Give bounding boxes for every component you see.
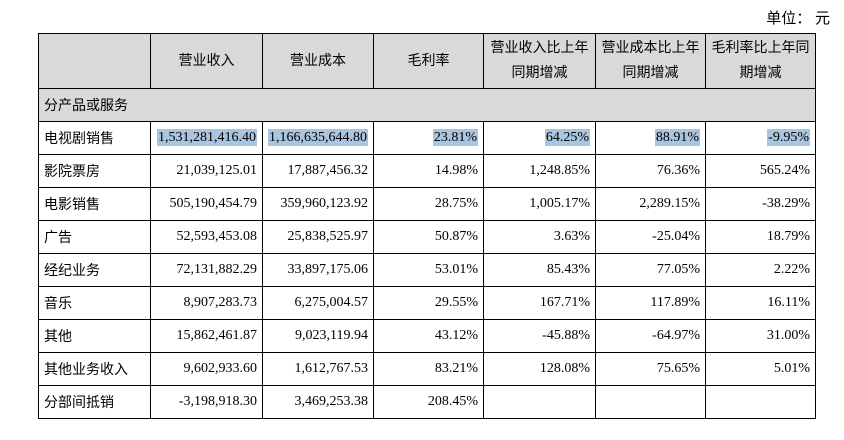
table-row: 电影销售 505,190,454.79 359,960,123.92 28.75… [38, 187, 816, 221]
segment-revenue-table: 营业收入 营业成本 毛利率 营业收入比上年同期增减 营业成本比上年同期增减 毛利… [38, 33, 816, 419]
cell-revenue: 15,862,461.87 [150, 319, 263, 353]
cell-revenue: -3,198,918.30 [150, 385, 263, 419]
cell-cost: 25,838,525.97 [262, 220, 374, 254]
cell-cost: 17,887,456.32 [262, 154, 374, 188]
cell-cost: 3,469,253.38 [262, 385, 374, 419]
cell-margin: 50.87% [373, 220, 484, 254]
cell-margin-yoy: 565.24% [705, 154, 816, 188]
cell-cost-yoy: -25.04% [595, 220, 706, 254]
table-row: 分部间抵销 -3,198,918.30 3,469,253.38 208.45% [38, 385, 816, 419]
cell-category: 其他业务收入 [38, 352, 151, 386]
cell-revenue-yoy: 3.63% [483, 220, 596, 254]
cell-cost-yoy: 117.89% [595, 286, 706, 320]
cell-cost-yoy: 76.36% [595, 154, 706, 188]
table-row: 电视剧销售 1,531,281,416.40 1,166,635,644.80 … [38, 121, 816, 155]
header-revenue-yoy: 营业收入比上年同期增减 [483, 33, 596, 89]
cell-revenue-yoy [483, 385, 596, 419]
cell-revenue-yoy: 128.08% [483, 352, 596, 386]
section-header-label: 分产品或服务 [38, 88, 816, 122]
cell-margin: 14.98% [373, 154, 484, 188]
cell-revenue: 52,593,453.08 [150, 220, 263, 254]
cell-cost: 33,897,175.06 [262, 253, 374, 287]
cell-revenue: 72,131,882.29 [150, 253, 263, 287]
cell-category: 电影销售 [38, 187, 151, 221]
cell-margin-yoy: 31.00% [705, 319, 816, 353]
header-margin-yoy: 毛利率比上年同期增减 [705, 33, 816, 89]
table-row: 其他业务收入 9,602,933.60 1,612,767.53 83.21% … [38, 352, 816, 386]
cell-margin: 208.45% [373, 385, 484, 419]
cell-revenue: 1,531,281,416.40 [150, 121, 263, 155]
cell-margin: 23.81% [373, 121, 484, 155]
cell-category: 分部间抵销 [38, 385, 151, 419]
cell-revenue-yoy: 1,005.17% [483, 187, 596, 221]
cell-margin: 43.12% [373, 319, 484, 353]
unit-label: 单位： 元 [766, 11, 830, 27]
cell-cost-yoy: 2,289.15% [595, 187, 706, 221]
section-header-row: 分产品或服务 [38, 88, 816, 122]
cell-revenue: 21,039,125.01 [150, 154, 263, 188]
cell-cost-yoy: 88.91% [595, 121, 706, 155]
cell-revenue-yoy: 85.43% [483, 253, 596, 287]
cell-category: 影院票房 [38, 154, 151, 188]
cell-margin-yoy [705, 385, 816, 419]
cell-revenue-yoy: -45.88% [483, 319, 596, 353]
header-margin: 毛利率 [373, 33, 484, 89]
cell-margin: 28.75% [373, 187, 484, 221]
cell-revenue-yoy: 167.71% [483, 286, 596, 320]
cell-revenue: 8,907,283.73 [150, 286, 263, 320]
header-cost-yoy: 营业成本比上年同期增减 [595, 33, 706, 89]
cell-cost-yoy: 75.65% [595, 352, 706, 386]
cell-margin-yoy: 2.22% [705, 253, 816, 287]
cell-margin-yoy: 5.01% [705, 352, 816, 386]
table-row: 广告 52,593,453.08 25,838,525.97 50.87% 3.… [38, 220, 816, 254]
cell-category: 广告 [38, 220, 151, 254]
cell-cost: 1,166,635,644.80 [262, 121, 374, 155]
header-revenue: 营业收入 [150, 33, 263, 89]
cell-revenue-yoy: 64.25% [483, 121, 596, 155]
cell-category: 电视剧销售 [38, 121, 151, 155]
table-row: 其他 15,862,461.87 9,023,119.94 43.12% -45… [38, 319, 816, 353]
cell-margin-yoy: 18.79% [705, 220, 816, 254]
cell-revenue: 9,602,933.60 [150, 352, 263, 386]
cell-margin: 29.55% [373, 286, 484, 320]
table-row: 经纪业务 72,131,882.29 33,897,175.06 53.01% … [38, 253, 816, 287]
cell-cost-yoy [595, 385, 706, 419]
header-row: 营业收入 营业成本 毛利率 营业收入比上年同期增减 营业成本比上年同期增减 毛利… [38, 33, 816, 89]
table-row: 音乐 8,907,283.73 6,275,004.57 29.55% 167.… [38, 286, 816, 320]
cell-cost: 359,960,123.92 [262, 187, 374, 221]
cell-margin-yoy: -9.95% [705, 121, 816, 155]
cell-cost-yoy: 77.05% [595, 253, 706, 287]
cell-cost: 6,275,004.57 [262, 286, 374, 320]
cell-margin-yoy: 16.11% [705, 286, 816, 320]
cell-revenue-yoy: 1,248.85% [483, 154, 596, 188]
cell-revenue: 505,190,454.79 [150, 187, 263, 221]
header-category [38, 33, 151, 89]
cell-margin-yoy: -38.29% [705, 187, 816, 221]
cell-category: 经纪业务 [38, 253, 151, 287]
cell-margin: 83.21% [373, 352, 484, 386]
cell-cost: 9,023,119.94 [262, 319, 374, 353]
cell-category: 音乐 [38, 286, 151, 320]
cell-cost: 1,612,767.53 [262, 352, 374, 386]
header-cost: 营业成本 [262, 33, 374, 89]
cell-margin: 53.01% [373, 253, 484, 287]
cell-category: 其他 [38, 319, 151, 353]
cell-cost-yoy: -64.97% [595, 319, 706, 353]
table-row: 影院票房 21,039,125.01 17,887,456.32 14.98% … [38, 154, 816, 188]
